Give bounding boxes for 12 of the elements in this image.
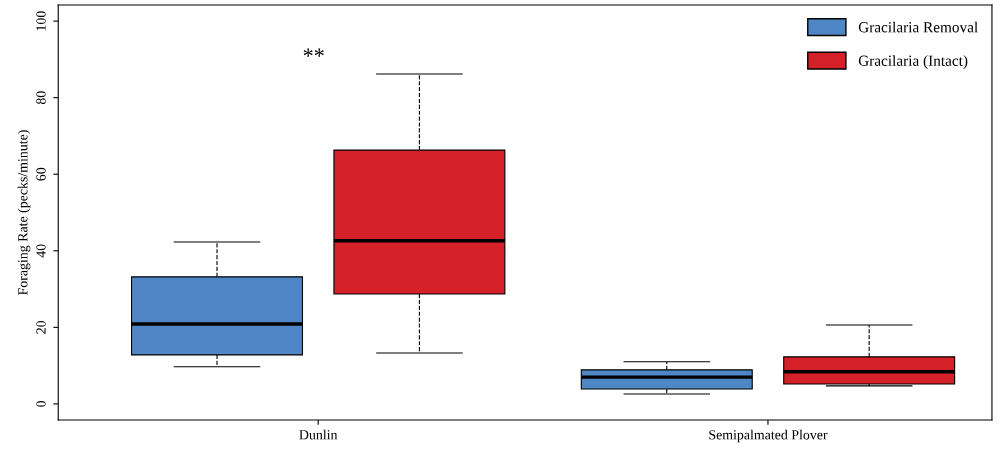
legend-label: Gracilaria (Intact) [858, 55, 968, 69]
x-tick-label: Dunlin [299, 429, 338, 440]
y-tick-label: 60 [36, 167, 46, 181]
y-tick-label: 40 [36, 244, 46, 258]
y-axis-title: Foraging Rate (pecks/minute) [17, 130, 31, 296]
y-tick-label: 0 [36, 400, 46, 407]
legend-label: Gracilaria Removal [858, 21, 978, 33]
annotation: ** [303, 48, 324, 57]
y-tick-label: 20 [36, 320, 46, 334]
y-tick-label: 80 [36, 91, 46, 105]
y-tick-label: 100 [36, 11, 46, 31]
x-tick-label: Semipalmated Plover [709, 429, 828, 443]
